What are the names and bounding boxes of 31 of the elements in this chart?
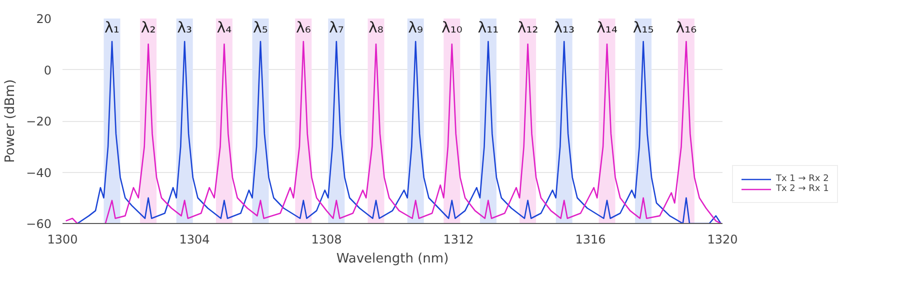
x-tick-label: 1316 (575, 232, 606, 246)
y-tick-label: −60 (26, 217, 52, 231)
band-label: λ₇ (328, 18, 344, 36)
band-label: λ₁₀ (441, 18, 462, 36)
band-label: λ₂ (140, 18, 156, 36)
legend-label: Tx 1 → Rx 2 (776, 174, 829, 184)
band-label: λ₁₂ (517, 18, 538, 36)
y-tick-label: −20 (26, 114, 52, 128)
y-tick-label: −40 (26, 166, 52, 180)
x-tick-label: 1308 (311, 232, 342, 246)
y-tick-label: 0 (44, 63, 52, 78)
band-label: λ₆ (296, 18, 311, 36)
band-label: λ₈ (368, 18, 384, 36)
band-label: λ₁₄ (596, 18, 618, 36)
legend-label: Tx 2 → Rx 1 (776, 184, 829, 194)
x-tick-label: 1300 (47, 232, 78, 246)
x-tick-label: 1312 (443, 232, 474, 246)
band-label: λ₄ (216, 18, 232, 36)
x-tick-label: 1320 (707, 232, 738, 246)
band-label: λ₅ (253, 18, 268, 36)
band-label: λ₉ (408, 18, 424, 36)
x-tick-label: 1304 (179, 232, 210, 246)
band-label: λ₁ (104, 18, 120, 36)
band-label: λ₁₅ (632, 18, 654, 36)
y-tick-label: 20 (36, 12, 52, 26)
band-label: λ₃ (177, 18, 192, 36)
band-label: λ₁₆ (676, 18, 697, 36)
x-axis-title: Wavelength (nm) (336, 252, 449, 266)
band-label: λ₁₃ (554, 18, 575, 36)
band-label: λ₁₁ (478, 18, 499, 36)
y-axis-title: Power (dBm) (3, 79, 18, 163)
